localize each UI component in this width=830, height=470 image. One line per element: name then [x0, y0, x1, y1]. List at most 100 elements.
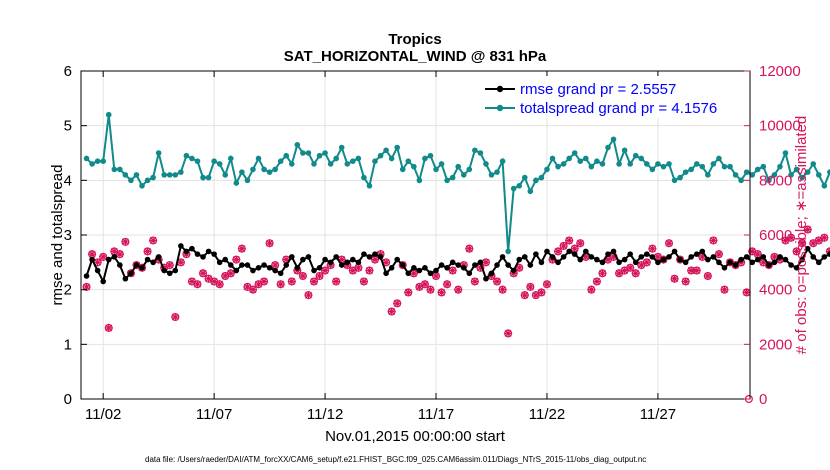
y-tick-label: 1 — [64, 336, 72, 353]
data-point — [666, 254, 672, 260]
data-point — [189, 155, 195, 162]
data-point — [793, 265, 800, 271]
data-point — [594, 256, 600, 263]
data-point — [322, 256, 328, 263]
data-point — [139, 183, 145, 189]
data-point — [377, 254, 384, 260]
data-point — [693, 161, 700, 167]
data-point — [533, 251, 539, 257]
x-tick-label: 11/02 — [85, 406, 121, 423]
data-point — [594, 158, 600, 164]
legend: rmse grand pr = 2.5557 totalspread grand… — [478, 76, 748, 118]
data-point — [399, 262, 406, 268]
obs-point — [498, 285, 507, 294]
data-point — [505, 262, 511, 268]
obs-point — [520, 291, 529, 300]
data-point — [283, 262, 290, 268]
obs-point — [193, 280, 202, 289]
data-point — [460, 172, 467, 178]
data-point — [155, 150, 162, 156]
data-point — [660, 163, 667, 170]
data-point — [499, 158, 506, 164]
data-point — [555, 163, 561, 170]
data-point — [161, 172, 168, 178]
data-point — [477, 259, 484, 266]
data-point — [327, 259, 334, 266]
obs-point — [565, 236, 574, 245]
data-point — [172, 172, 179, 178]
data-point — [682, 259, 689, 266]
obs-point — [798, 239, 807, 248]
data-point — [83, 155, 90, 162]
data-point — [350, 158, 356, 164]
x-tick-label: 11/27 — [640, 406, 676, 423]
data-point — [133, 172, 140, 178]
data-point — [710, 254, 717, 260]
data-point — [766, 177, 772, 184]
data-point — [571, 251, 578, 257]
obs-point — [426, 285, 435, 294]
data-point — [549, 254, 556, 260]
data-point — [649, 254, 656, 260]
data-point — [422, 265, 428, 271]
data-point — [516, 183, 523, 189]
data-point — [216, 259, 223, 266]
obs-point — [143, 247, 152, 256]
data-point — [544, 166, 550, 173]
data-point — [738, 177, 744, 184]
x-axis-label: Nov.01,2015 00:00:00 start — [325, 428, 506, 445]
data-point — [449, 174, 456, 181]
data-point — [150, 174, 156, 181]
data-point — [777, 254, 783, 260]
data-point — [300, 256, 306, 263]
data-point — [583, 248, 589, 255]
obs-point — [248, 285, 257, 294]
data-point — [666, 161, 672, 167]
data-point — [316, 265, 323, 271]
y-axis-label-right: # of obs: o=possible; ∗=assimilated — [793, 116, 810, 355]
data-point — [361, 251, 367, 257]
data-point — [427, 270, 434, 277]
y-right-tick-label: 2000 — [759, 336, 792, 353]
data-point — [710, 161, 717, 167]
data-point — [621, 147, 628, 154]
data-point — [566, 155, 572, 162]
data-point — [810, 161, 817, 167]
right-axis-ticklabels: 0 2000 4000 6000 8000 10000 12000 — [759, 63, 801, 408]
y-tick-label: 6 — [64, 63, 72, 80]
data-point — [244, 177, 251, 184]
obs-point — [121, 237, 130, 246]
y-tick-label: 2 — [64, 282, 72, 299]
data-point — [782, 256, 789, 263]
obs-point — [454, 285, 463, 294]
y-right-tick-label: 8000 — [759, 172, 792, 189]
data-point — [521, 174, 528, 181]
data-point — [627, 251, 633, 257]
data-point — [105, 111, 112, 118]
data-point — [338, 144, 345, 151]
obs-point — [298, 272, 307, 281]
y-tick-label: 0 — [64, 391, 72, 408]
data-point — [233, 267, 240, 274]
data-point — [815, 172, 822, 178]
data-point — [244, 262, 251, 268]
legend-rmse-marker — [496, 85, 504, 93]
series-line — [85, 114, 830, 252]
obs-point — [587, 285, 596, 294]
obs-series — [82, 225, 830, 404]
data-point — [183, 248, 190, 255]
obs-point — [387, 307, 396, 316]
obs-point — [787, 233, 796, 242]
data-point — [732, 172, 739, 178]
obs-point — [692, 266, 701, 275]
data-point — [316, 152, 323, 159]
obs-point — [714, 250, 723, 259]
data-point — [338, 262, 345, 268]
data-point — [754, 256, 761, 263]
data-point — [433, 267, 439, 274]
x-tick-label: 11/12 — [307, 406, 343, 423]
data-point — [588, 163, 595, 170]
obs-point — [598, 269, 607, 278]
data-point — [610, 248, 617, 255]
data-point — [632, 259, 639, 266]
